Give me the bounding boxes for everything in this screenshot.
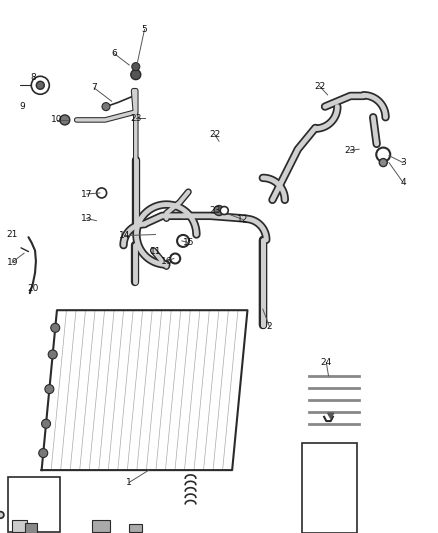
Circle shape [31, 76, 49, 94]
Circle shape [36, 81, 44, 90]
Bar [129, 524, 142, 532]
Text: 10: 10 [51, 116, 63, 124]
Text: 15: 15 [183, 238, 194, 247]
Circle shape [132, 62, 140, 71]
Text: 6: 6 [111, 49, 117, 58]
Bar [302, 443, 357, 533]
Text: 9: 9 [19, 102, 25, 111]
Circle shape [51, 324, 60, 332]
Circle shape [214, 206, 224, 215]
Text: 19: 19 [7, 258, 18, 266]
Text: 23: 23 [209, 206, 220, 215]
Circle shape [376, 148, 390, 161]
Text: 1: 1 [126, 478, 132, 487]
Text: 12: 12 [237, 215, 249, 224]
Circle shape [97, 188, 106, 198]
Circle shape [102, 102, 110, 111]
Bar [92, 520, 110, 532]
Bar [8, 477, 60, 532]
Circle shape [177, 235, 189, 247]
Text: 5: 5 [141, 25, 148, 34]
Text: 22: 22 [209, 130, 220, 139]
Text: 11: 11 [150, 247, 161, 256]
Polygon shape [328, 413, 334, 418]
Text: 14: 14 [119, 231, 131, 240]
Circle shape [379, 158, 387, 167]
Circle shape [170, 254, 180, 263]
Text: 3: 3 [400, 158, 406, 167]
Text: 23: 23 [345, 146, 356, 155]
Text: 21: 21 [7, 230, 18, 239]
Text: 23: 23 [130, 114, 141, 123]
Circle shape [42, 419, 50, 428]
Text: 20: 20 [27, 285, 39, 293]
Text: 2: 2 [267, 322, 272, 330]
Circle shape [220, 206, 228, 215]
Bar [12, 520, 27, 532]
Text: 13: 13 [81, 214, 92, 223]
Circle shape [48, 350, 57, 359]
Text: 8: 8 [30, 73, 36, 82]
Circle shape [60, 115, 70, 125]
Text: 16: 16 [161, 257, 172, 265]
Text: 17: 17 [81, 190, 92, 198]
Text: 24: 24 [321, 358, 332, 367]
Text: 7: 7 [91, 84, 97, 92]
Text: 22: 22 [314, 82, 325, 91]
Bar [25, 522, 37, 532]
Circle shape [131, 70, 141, 79]
Circle shape [45, 385, 54, 393]
Text: 4: 4 [400, 178, 406, 187]
Circle shape [39, 449, 48, 457]
